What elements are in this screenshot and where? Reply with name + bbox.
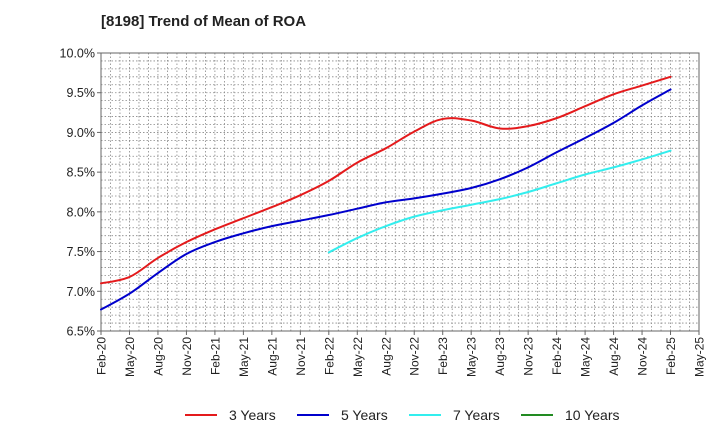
x-tick-label: Feb-20: [95, 337, 109, 375]
x-tick-label: Feb-24: [550, 337, 564, 375]
x-tick-label: Feb-21: [208, 337, 222, 375]
chart-title: [8198] Trend of Mean of ROA: [101, 13, 307, 30]
x-tick-label: May-24: [579, 337, 593, 377]
y-tick-label: 8.5%: [67, 166, 96, 180]
series-line-7-years: [327, 149, 672, 254]
legend-label-5-years: 5 Years: [341, 407, 388, 423]
x-tick-label: Aug-24: [607, 337, 621, 376]
x-tick-label: Feb-22: [322, 337, 336, 375]
x-tick-label: Aug-22: [379, 337, 393, 376]
y-tick-label: 6.5%: [67, 325, 96, 339]
x-tick-label: Feb-23: [436, 337, 450, 375]
series-line-5-years: [100, 88, 672, 311]
legend-label-10-years: 10 Years: [565, 407, 620, 423]
x-tick-label: Feb-25: [664, 337, 678, 375]
x-tick-label: Aug-23: [493, 337, 507, 376]
legend-swatch-5-years: [297, 414, 329, 416]
legend-swatch-10-years: [521, 414, 553, 416]
plot-area: [101, 53, 699, 331]
series-line-3-years: [100, 75, 672, 285]
axes: 6.5% 7.0% 7.5% 8.0% 8.5% 9.0% 9.5% 10.0% Feb-20 M…: [60, 47, 707, 378]
x-tick-label: May-25: [693, 337, 707, 377]
x-tick-label: Nov-22: [408, 337, 422, 376]
x-tick-label: Aug-21: [265, 337, 279, 376]
legend-item-7-years: 7 Years: [409, 405, 500, 425]
plot-frame: [100, 52, 700, 332]
series-lines: [100, 75, 672, 311]
x-tick-label: May-20: [123, 337, 137, 377]
x-tick-label: Nov-21: [294, 337, 308, 376]
grid: [101, 53, 699, 331]
legend-swatch-3-years: [185, 414, 217, 416]
legend-item-3-years: 3 Years: [185, 405, 276, 425]
legend-swatch-7-years: [409, 414, 441, 416]
legend-item-5-years: 5 Years: [297, 405, 388, 425]
x-tick-label: Nov-23: [522, 337, 536, 376]
y-tick-label: 7.5%: [67, 245, 96, 259]
y-tick-label: 9.5%: [67, 86, 96, 100]
x-tick-label: Nov-24: [636, 337, 650, 376]
legend-label-7-years: 7 Years: [453, 407, 500, 423]
x-tick-label: Nov-20: [180, 337, 194, 376]
x-tick-label: Aug-20: [151, 337, 165, 376]
legend-item-10-years: 10 Years: [521, 405, 620, 425]
y-tick-label: 7.0%: [67, 285, 96, 299]
y-tick-label: 8.0%: [67, 205, 96, 219]
x-tick-label: May-22: [351, 337, 365, 377]
y-tick-label: 10.0%: [60, 47, 95, 61]
x-tick-label: May-21: [237, 337, 251, 377]
y-tick-label: 9.0%: [67, 126, 96, 140]
legend-label-3-years: 3 Years: [229, 407, 276, 423]
x-tick-label: May-23: [465, 337, 479, 377]
legend: 3 Years 5 Years 7 Years 10 Years: [0, 405, 720, 427]
